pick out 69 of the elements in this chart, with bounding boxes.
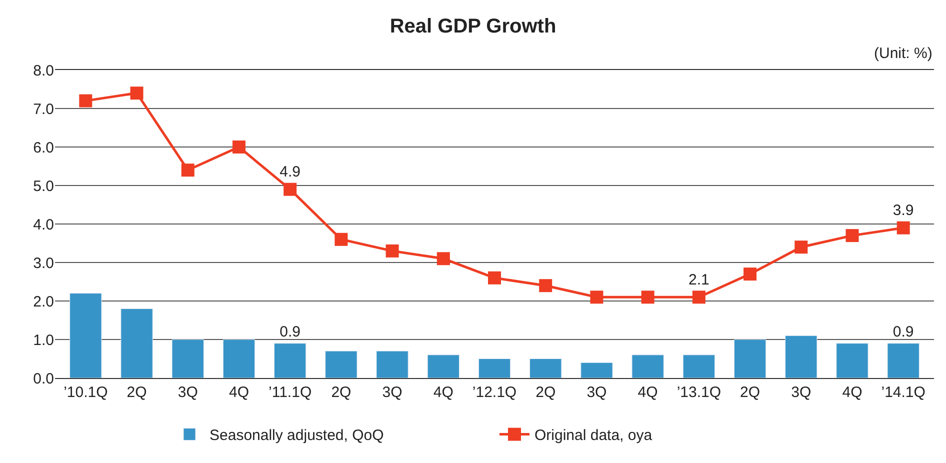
point (692, 290, 706, 304)
point (79, 94, 92, 108)
point (846, 229, 859, 242)
bar (120, 308, 153, 378)
bar (222, 339, 256, 378)
x-tick-label: ’13.1Q (676, 384, 722, 401)
bar (734, 339, 766, 378)
point (130, 86, 144, 100)
point (896, 221, 910, 234)
point (181, 164, 194, 177)
data-label: 4.9 (280, 163, 301, 180)
point (334, 232, 348, 246)
point (488, 271, 501, 284)
x-tick-label: 3Q (178, 384, 198, 401)
x-tick-label: 2Q (740, 384, 760, 401)
point (386, 244, 399, 258)
x-tick-label: 3Q (586, 384, 607, 401)
x-tick-label: 4Q (842, 384, 862, 401)
x-tick-label: 3Q (382, 384, 402, 401)
y-tick-label: 7.0 (33, 100, 54, 118)
legend-label: Original data, oya (534, 427, 653, 444)
x-tick-label: ’10.1Q (64, 384, 108, 401)
x-tick-label: 4Q (228, 384, 249, 401)
point (284, 182, 297, 196)
x-tick-label: 2Q (126, 384, 147, 401)
chart-title: Real GDP Growth (390, 16, 556, 38)
x-tick-label: 3Q (791, 384, 812, 401)
x-tick-label: 4Q (433, 384, 454, 401)
bar (632, 354, 664, 378)
bar (172, 339, 204, 378)
x-tick-label: ’14.1Q (881, 384, 926, 401)
y-tick-label: 6.0 (33, 139, 54, 156)
point (436, 252, 450, 266)
bar (427, 354, 460, 378)
bar (478, 358, 511, 378)
y-tick-label: 2.0 (33, 293, 54, 310)
y-tick-label: 1.0 (33, 332, 54, 349)
point (539, 279, 552, 292)
y-tick-label: 8.0 (33, 62, 54, 80)
x-tick-label: ’11.1Q (268, 384, 312, 401)
bar (682, 354, 716, 378)
data-label: 3.9 (892, 202, 914, 219)
bar (70, 293, 102, 378)
bar (274, 343, 306, 378)
x-tick-label: 2Q (536, 384, 556, 401)
bar (530, 358, 562, 378)
data-label: 0.9 (280, 323, 301, 340)
point (232, 140, 246, 154)
data-label: 0.9 (892, 323, 914, 340)
y-tick-label: 0.0 (33, 370, 54, 388)
bar (785, 335, 818, 378)
point (590, 290, 604, 304)
legend-label: Seasonally adjusted, QoQ (210, 427, 384, 444)
x-tick-label: ’12.1Q (472, 384, 517, 401)
x-tick-label: 4Q (638, 384, 658, 401)
bar (325, 350, 358, 378)
bar (836, 343, 868, 378)
text: (Unit: %) (874, 45, 932, 62)
bar (376, 350, 408, 378)
bar (887, 343, 920, 378)
point (744, 268, 757, 281)
y-tick-label: 3.0 (33, 254, 54, 272)
bar (580, 362, 613, 378)
y-tick-label: 4.0 (33, 216, 54, 234)
x-tick-label: 2Q (331, 384, 352, 401)
point (641, 290, 654, 304)
data-label: 2.1 (688, 271, 710, 288)
y-tick-label: 5.0 (33, 178, 54, 195)
point (794, 240, 808, 254)
